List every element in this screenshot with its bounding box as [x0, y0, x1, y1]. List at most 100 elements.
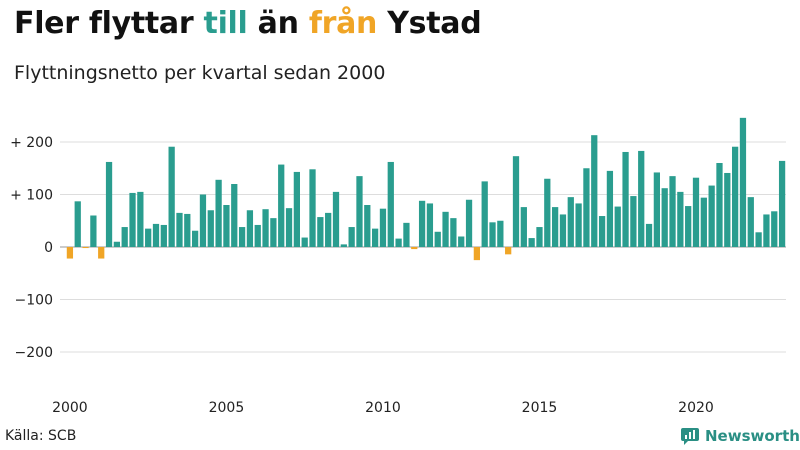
- bar: [223, 205, 230, 247]
- bar: [638, 150, 645, 247]
- bar: [458, 236, 465, 247]
- bar: [598, 216, 606, 247]
- bar: [145, 228, 152, 248]
- bar: [168, 146, 175, 247]
- y-tick-label: + 100: [10, 188, 53, 204]
- bar: [552, 207, 559, 247]
- bars: [66, 117, 786, 261]
- bar: [606, 170, 614, 248]
- y-tick-label: 0: [44, 240, 53, 256]
- bar: [700, 197, 707, 247]
- bar: [356, 176, 363, 248]
- bar: [74, 201, 81, 247]
- bar: [105, 161, 113, 247]
- bar: [82, 247, 89, 249]
- bar: [732, 146, 739, 247]
- bar: [685, 206, 692, 247]
- bar: [246, 210, 254, 247]
- bar: [317, 217, 324, 247]
- bar: [411, 247, 418, 250]
- bar: [160, 224, 167, 247]
- bar: [739, 117, 747, 247]
- bar: [340, 244, 347, 248]
- bar: [536, 227, 543, 247]
- bar: [199, 194, 207, 247]
- bar: [473, 247, 480, 261]
- chart-title: Fler flyttar till än från Ystad: [14, 6, 482, 41]
- bar: [332, 191, 340, 248]
- bar: [567, 197, 574, 248]
- bar: [747, 197, 754, 248]
- title-negative-word: från: [308, 6, 378, 41]
- bar: [238, 227, 246, 247]
- bar: [192, 230, 199, 247]
- bar: [434, 231, 441, 247]
- bar: [254, 224, 261, 247]
- x-tick-label: 2010: [365, 400, 401, 416]
- bar: [661, 188, 668, 247]
- bar: [309, 169, 316, 247]
- bar: [293, 171, 300, 247]
- bar: [364, 205, 371, 247]
- x-tick-label: 2020: [678, 400, 714, 416]
- bar: [98, 247, 105, 259]
- bar: [379, 208, 387, 247]
- bar: [622, 151, 629, 247]
- bar: [755, 232, 762, 247]
- bar: [184, 213, 191, 247]
- title-mid: än: [247, 6, 309, 41]
- y-tick-label: −100: [15, 293, 53, 309]
- bar: [278, 164, 285, 247]
- x-tick-label: 2015: [522, 400, 558, 416]
- bar: [481, 181, 488, 248]
- bar: [395, 238, 402, 247]
- bar: [591, 135, 598, 247]
- bar: [559, 214, 567, 247]
- bar: [231, 184, 238, 247]
- bar: [653, 172, 660, 247]
- x-tick-label: 2000: [52, 400, 88, 416]
- bar: [520, 207, 527, 247]
- bar: [583, 168, 590, 247]
- bar: [325, 212, 332, 248]
- chart-subtitle: Flyttningsnetto per kvartal sedan 2000: [14, 62, 386, 84]
- bar: [90, 215, 97, 247]
- bar: [442, 211, 449, 247]
- bar: [669, 176, 676, 248]
- x-tick-label: 2005: [209, 400, 245, 416]
- bar: [301, 237, 308, 247]
- bar: [544, 178, 551, 247]
- bar: [129, 192, 136, 247]
- bar: [677, 191, 684, 248]
- bar: [575, 203, 582, 247]
- bar: [262, 209, 269, 247]
- y-axis-labels: + 200 + 100 0 −100 −200: [10, 135, 53, 361]
- bar: [512, 156, 520, 247]
- bar: [630, 196, 637, 247]
- bar: [270, 218, 277, 248]
- newsworthy-logo-icon: [681, 428, 699, 445]
- bar: [708, 185, 715, 247]
- bar: [137, 191, 144, 248]
- bar: [215, 179, 222, 247]
- bar: [403, 222, 410, 247]
- x-axis-labels: 2000 2005 2010 2015 2020: [52, 400, 714, 416]
- bar: [528, 238, 535, 247]
- bar: [771, 211, 778, 247]
- brand-name: Newsworthy: [705, 427, 800, 445]
- bar: [505, 247, 512, 255]
- brand-logo: Newsworthy: [680, 426, 800, 446]
- bar: [724, 172, 731, 247]
- bar: [152, 223, 160, 247]
- bar: [450, 218, 457, 248]
- bar: [66, 247, 74, 259]
- bar: [348, 227, 355, 247]
- title-part1: Fler flyttar: [14, 6, 204, 41]
- bar: [497, 220, 504, 247]
- bar: [645, 223, 653, 247]
- source-note: Källa: SCB: [5, 428, 77, 444]
- bar: [176, 212, 183, 248]
- bar: [692, 177, 700, 247]
- y-tick-label: −200: [15, 345, 53, 361]
